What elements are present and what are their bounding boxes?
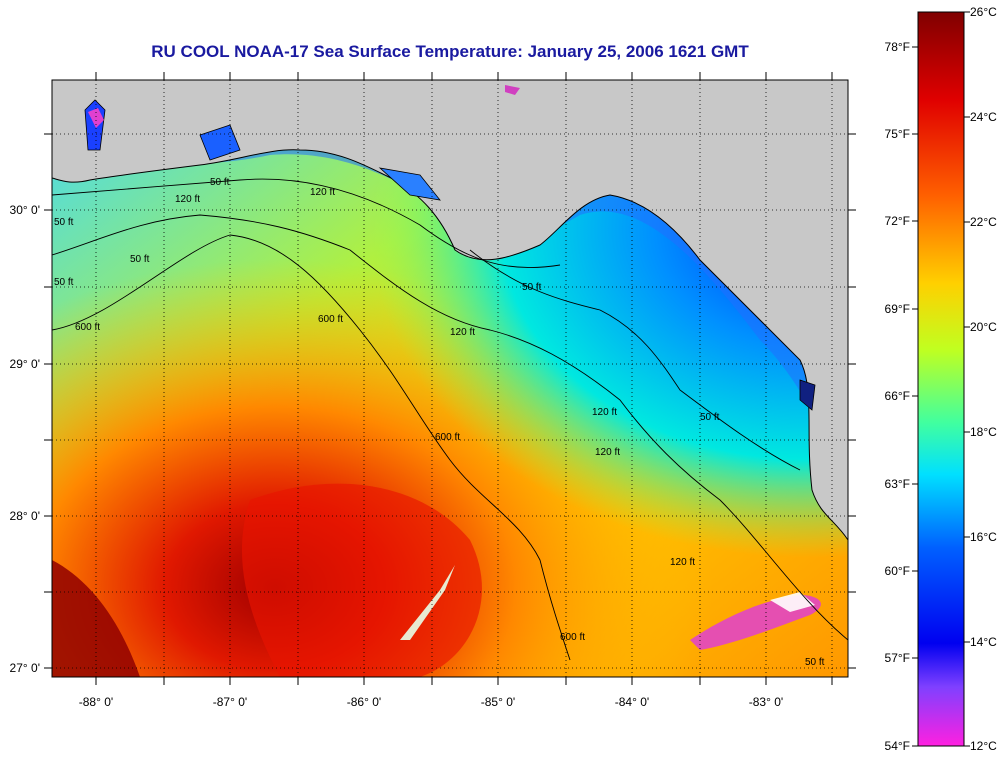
contour-label: 120 ft — [592, 407, 617, 418]
lon-tick-label: -83° 0' — [749, 695, 783, 709]
map-frame — [51, 79, 849, 678]
contour-label: 50 ft — [54, 217, 74, 228]
land-mass — [52, 80, 848, 541]
lat-tick-label: 29° 0' — [10, 357, 40, 371]
lat-tick-label: 28° 0' — [10, 509, 40, 523]
loop-current-corner — [52, 560, 140, 677]
celsius-label: 14°C — [970, 635, 997, 649]
axis-ticks — [44, 72, 856, 685]
contour-label: 50 ft — [700, 412, 720, 423]
bay — [505, 85, 520, 95]
contour-label: 120 ft — [175, 194, 200, 205]
lon-tick-label: -85° 0' — [481, 695, 515, 709]
fahrenheit-label: 57°F — [885, 651, 910, 665]
contour-label: 120 ft — [310, 187, 335, 198]
lon-tick-label: -86° 0' — [347, 695, 381, 709]
lat-tick-label: 27° 0' — [10, 661, 40, 675]
celsius-label: 12°C — [970, 739, 997, 753]
fahrenheit-label: 66°F — [885, 389, 910, 403]
contour-label: 50 ft — [805, 657, 825, 668]
bay — [88, 108, 104, 128]
bay — [799, 379, 816, 411]
contour-labels: 50 ft 120 ft 600 ft 120 ft 50 ft 120 ft … — [54, 177, 825, 668]
contour-label: 50 ft — [130, 254, 150, 265]
map-title: RU COOL NOAA-17 Sea Surface Temperature:… — [151, 42, 749, 61]
contour-label: 600 ft — [75, 322, 100, 333]
celsius-label: 16°C — [970, 530, 997, 544]
celsius-label: 26°C — [970, 5, 997, 19]
lat-tick-label: 30° 0' — [10, 203, 40, 217]
colorbar-scale — [917, 11, 965, 747]
bay — [199, 124, 241, 161]
bay — [378, 167, 441, 201]
lon-tick-label: -84° 0' — [615, 695, 649, 709]
contour-label: 600 ft — [435, 432, 460, 443]
fahrenheit-label: 69°F — [885, 302, 910, 316]
celsius-label: 20°C — [970, 320, 997, 334]
fahrenheit-label: 78°F — [885, 40, 910, 54]
celsius-label: 18°C — [970, 425, 997, 439]
contour-label: 50 ft — [210, 177, 230, 188]
contour-label: 120 ft — [595, 447, 620, 458]
celsius-label: 24°C — [970, 110, 997, 124]
warm-eddy — [241, 483, 482, 677]
lon-tick-label: -87° 0' — [213, 695, 247, 709]
fahrenheit-label: 60°F — [885, 564, 910, 578]
contour-label: 50 ft — [522, 282, 542, 293]
bathymetry-contours — [52, 178, 848, 661]
contour-label: 50 ft — [54, 277, 74, 288]
celsius-label: 22°C — [970, 215, 997, 229]
contour-label: 120 ft — [450, 327, 475, 338]
fahrenheit-label: 54°F — [885, 739, 910, 753]
fahrenheit-label: 72°F — [885, 214, 910, 228]
fahrenheit-label: 75°F — [885, 127, 910, 141]
contour-label: 120 ft — [670, 557, 695, 568]
graticule — [52, 80, 848, 677]
colorbar-ticks — [912, 11, 970, 747]
lon-tick-label: -88° 0' — [79, 695, 113, 709]
contour-label: 600 ft — [318, 314, 343, 325]
fahrenheit-label: 63°F — [885, 477, 910, 491]
contour-label: 600 ft — [560, 632, 585, 643]
